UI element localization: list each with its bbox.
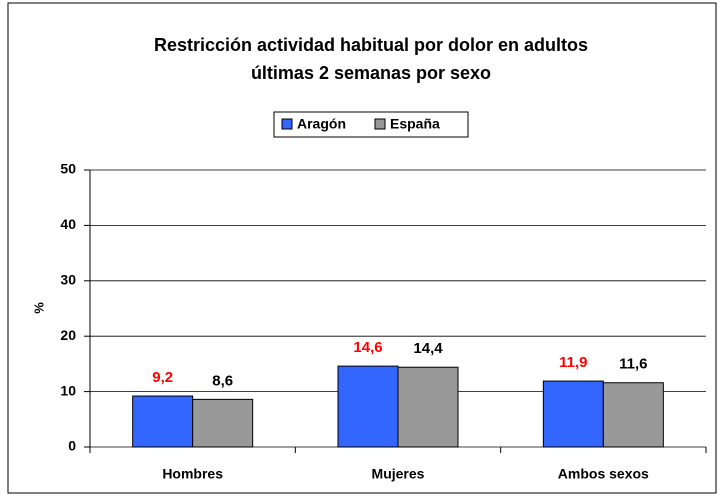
y-tick-label: 30: [60, 272, 76, 288]
value-label: 8,6: [212, 372, 233, 389]
bar: [132, 395, 194, 448]
value-label: 14,6: [353, 339, 382, 356]
legend-swatch: [281, 118, 293, 130]
bar: [542, 380, 604, 448]
bar: [192, 398, 254, 448]
legend-swatch: [374, 118, 386, 130]
bar: [337, 365, 399, 448]
x-tick-label: Hombres: [162, 466, 223, 482]
x-tick-label: Ambos sexos: [558, 466, 649, 482]
y-tick-label: 20: [60, 327, 76, 343]
legend-label: Aragón: [297, 116, 346, 132]
value-label: 9,2: [152, 369, 173, 386]
y-axis-label: %: [31, 302, 46, 314]
legend-box: [273, 111, 469, 138]
x-tick-label: Mujeres: [372, 466, 425, 482]
value-label: 14,4: [413, 340, 443, 357]
chart-subtitle: últimas 2 semanas por sexo: [251, 63, 491, 83]
y-tick-label: 0: [68, 438, 76, 454]
y-tick-label: 50: [60, 161, 76, 177]
legend-label: España: [390, 116, 440, 132]
y-tick-label: 40: [60, 216, 76, 232]
y-tick-label: 10: [60, 382, 76, 398]
bar: [397, 366, 459, 448]
chart-title: Restricción actividad habitual por dolor…: [154, 35, 588, 55]
value-label: 11,6: [619, 356, 647, 373]
bar: [602, 382, 664, 448]
value-label: 11,9: [559, 354, 587, 371]
